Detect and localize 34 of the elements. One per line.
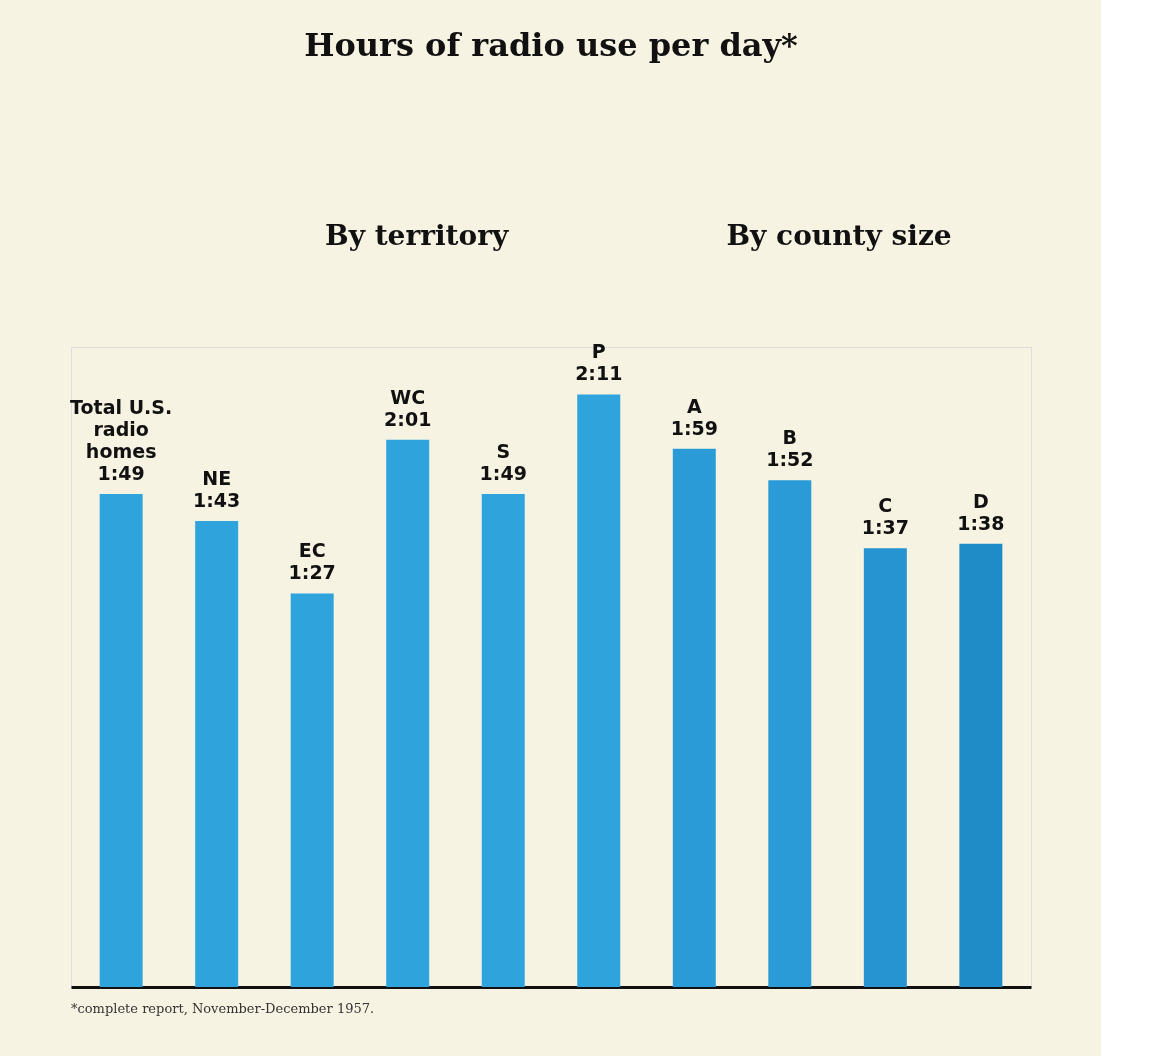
x-tick-label: A — [686, 394, 702, 417]
x-tick-label: Total U.S. radio homes — [70, 395, 173, 462]
x-tick-label: WC — [390, 385, 426, 408]
bar — [290, 593, 334, 987]
bar — [195, 521, 239, 987]
data-label: 1:49 — [479, 461, 527, 484]
bar — [959, 543, 1003, 987]
text: By county size — [726, 219, 952, 252]
data-label: 1:43 — [193, 489, 241, 512]
bar — [99, 493, 143, 987]
data-label: 1:27 — [288, 561, 336, 584]
x-tick-label: S — [496, 439, 511, 462]
x-tick-label: NE — [202, 467, 232, 490]
data-label: 2:01 — [384, 407, 432, 430]
data-label: 1:49 — [97, 461, 145, 484]
data-label: 1:37 — [861, 516, 909, 539]
bar — [577, 394, 621, 987]
text: By territory — [325, 219, 509, 252]
bar — [768, 480, 812, 987]
bar — [672, 448, 716, 987]
chart-title: Hours of radio use per day* — [304, 26, 799, 64]
data-label: 1:52 — [766, 448, 814, 471]
bar — [481, 493, 525, 987]
data-label: 1:38 — [957, 511, 1005, 534]
bar — [386, 439, 430, 987]
x-tick-label: P — [591, 340, 606, 363]
bar — [863, 548, 907, 987]
text: *complete report, November-December 1957. — [71, 1001, 375, 1016]
x-tick-label: EC — [298, 539, 326, 562]
data-label: 2:11 — [575, 362, 623, 385]
x-tick-label: C — [878, 494, 893, 517]
x-tick-label: D — [972, 489, 989, 512]
data-label: 1:59 — [670, 416, 718, 439]
x-tick-label: B — [782, 426, 798, 449]
